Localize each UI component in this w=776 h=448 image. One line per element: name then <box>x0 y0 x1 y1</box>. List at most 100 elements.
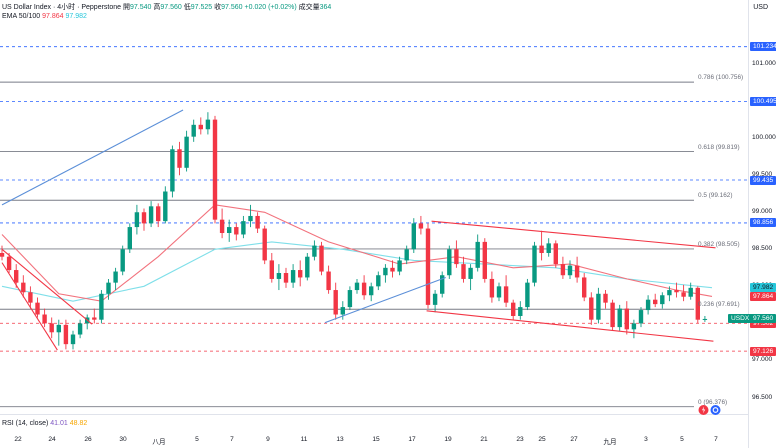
ema100-value: 97.982 <box>65 13 87 20</box>
candle <box>511 302 516 316</box>
candle <box>35 302 40 315</box>
candle <box>99 293 104 320</box>
x-tick-label: 八月 <box>152 439 166 446</box>
candle <box>347 290 353 308</box>
x-tick-label: 5 <box>680 436 684 443</box>
x-tick-label: 30 <box>119 436 127 443</box>
y-tick-label: 101.000 <box>752 60 776 68</box>
chart-header: US Dollar Index · 4小时 · Pepperstone 開97.… <box>2 3 331 12</box>
candle <box>56 324 61 333</box>
candle <box>156 206 161 222</box>
x-tick-label: 九月 <box>603 439 617 446</box>
high-label: 高 <box>153 4 161 11</box>
x-tick-label: 21 <box>480 436 488 443</box>
fib-label: 0.618 (99.819) <box>698 143 740 151</box>
chart-tools <box>698 403 722 421</box>
trendline <box>426 310 714 342</box>
candle <box>681 292 686 297</box>
candle <box>63 324 69 345</box>
candle <box>447 249 452 276</box>
candle <box>219 219 225 233</box>
x-tick-label: 23 <box>516 436 524 443</box>
candle <box>596 293 601 320</box>
candle <box>553 243 558 265</box>
rsi-value: 41.01 <box>50 420 68 427</box>
price-label: 97.864 <box>750 291 776 301</box>
trendline <box>1 248 93 325</box>
candle <box>610 302 615 328</box>
candle <box>42 314 47 324</box>
fib-levels <box>0 81 694 408</box>
fib-label: 0.236 (97.691) <box>698 301 740 309</box>
candle <box>425 228 431 305</box>
candle <box>532 245 537 283</box>
candle <box>241 221 246 235</box>
alert-icon <box>710 405 721 415</box>
price-label: 97.502 <box>750 318 776 328</box>
x-tick-label: 22 <box>14 436 22 443</box>
y-tick-label: 100.000 <box>752 134 776 142</box>
candle <box>298 270 303 278</box>
symbol-price-tag: USDX <box>728 314 753 324</box>
y-tick-label: 99.500 <box>752 171 773 179</box>
candle <box>269 260 274 279</box>
candles <box>0 112 708 350</box>
candle <box>134 212 140 228</box>
candle <box>390 267 395 272</box>
candle <box>361 282 367 296</box>
candle <box>340 307 345 315</box>
candle <box>319 245 324 272</box>
candle <box>0 253 5 257</box>
candle <box>489 278 495 298</box>
candle <box>660 295 665 305</box>
y-tick-label: 96.500 <box>752 393 773 401</box>
candle <box>432 293 438 305</box>
x-tick-label: 7 <box>714 436 718 443</box>
candle <box>404 249 409 261</box>
candle <box>248 215 253 222</box>
candle <box>411 223 416 250</box>
candle <box>574 265 580 278</box>
candle <box>184 136 189 168</box>
candle <box>255 215 260 229</box>
rsi-legend[interactable]: RSI (14, close) 41.01 48.82 <box>2 420 87 427</box>
close-label: 收 <box>214 4 222 11</box>
y-tick-label: 99.000 <box>752 208 773 216</box>
x-tick-label: 15 <box>372 436 380 443</box>
price-label: 100.495 <box>750 96 776 106</box>
candle <box>106 282 111 294</box>
price-label: 97.982 <box>750 283 776 293</box>
x-tick-label: 13 <box>336 436 344 443</box>
candle <box>468 267 473 279</box>
rsi-label: RSI (14, close) <box>2 420 49 427</box>
candle <box>702 318 708 320</box>
candle <box>234 227 239 235</box>
close-value: 97.560 <box>221 4 243 11</box>
candle <box>212 119 218 220</box>
fib-label: 0.382 (98.505) <box>698 240 740 248</box>
candle <box>617 308 622 328</box>
x-tick-label: 9 <box>266 436 270 443</box>
candle <box>354 282 360 291</box>
ema-label: EMA 50/100 <box>2 13 41 20</box>
candle <box>6 256 12 271</box>
candle <box>397 260 402 272</box>
candle <box>92 317 97 320</box>
candle <box>290 270 296 283</box>
horizontal-levels <box>0 46 748 352</box>
candle <box>276 273 282 279</box>
trendlines <box>1 109 716 351</box>
open-label: 開 <box>123 4 131 11</box>
ema-lines <box>1 204 713 302</box>
candle <box>674 290 679 293</box>
candle <box>283 273 289 283</box>
x-tick-label: 3 <box>644 436 648 443</box>
y-tick-label: 98.500 <box>752 245 773 253</box>
ema-legend[interactable]: EMA 50/100 97.864 97.982 <box>2 12 87 21</box>
candle <box>120 249 125 272</box>
trendline <box>1 262 58 351</box>
candle <box>589 297 594 320</box>
candle <box>21 282 26 293</box>
candle <box>77 323 83 335</box>
